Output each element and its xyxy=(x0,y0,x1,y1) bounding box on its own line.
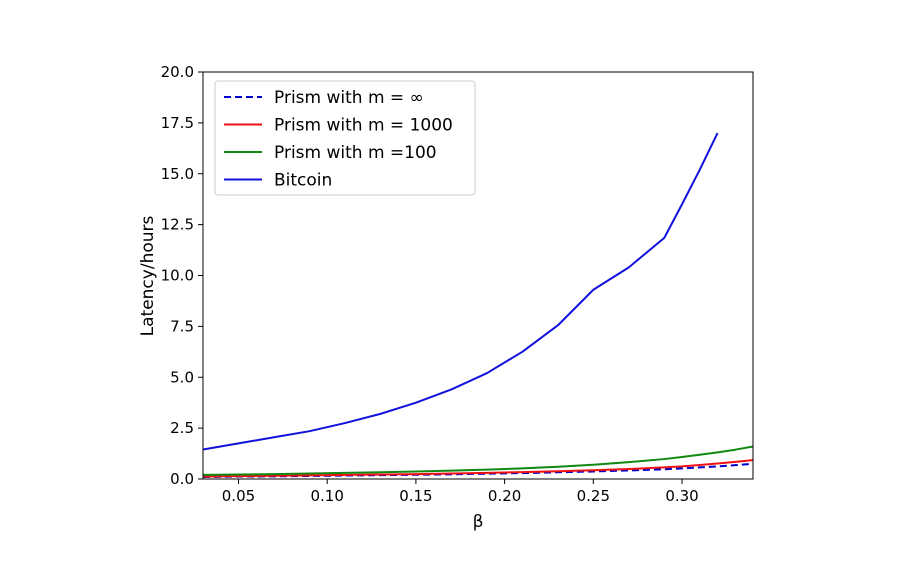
y-tick-label: 12.5 xyxy=(161,216,194,234)
y-tick-label: 5.0 xyxy=(170,368,194,386)
x-axis: 0.05 0.10 0.15 0.20 0.25 0.30 xyxy=(222,479,699,505)
legend-label: Prism with m =100 xyxy=(274,143,437,163)
x-tick-label: 0.25 xyxy=(577,487,610,505)
y-axis: 0.0 2.5 5.0 7.5 10.0 12.5 15.0 17.5 20.0 xyxy=(161,63,203,488)
legend-label: Bitcoin xyxy=(274,171,332,191)
y-tick-label: 20.0 xyxy=(161,63,194,81)
series-0-line xyxy=(203,462,753,478)
y-tick-label: 17.5 xyxy=(161,114,194,132)
legend: Prism with m = ∞ Prism with m = 1000 Prism… xyxy=(214,80,476,196)
series-3-line xyxy=(203,132,719,451)
x-tick-label: 0.10 xyxy=(310,487,343,505)
y-tick-label: 7.5 xyxy=(170,317,194,335)
y-tick-label: 10.0 xyxy=(161,267,194,285)
series-layer xyxy=(203,132,753,478)
x-tick-label: 0.30 xyxy=(665,487,698,505)
y-tick-label: 15.0 xyxy=(161,165,194,183)
series-2-line xyxy=(203,445,753,476)
x-tick-label: 0.15 xyxy=(399,487,432,505)
legend-box xyxy=(214,80,476,196)
legend-label: Prism with m = 1000 xyxy=(274,116,453,136)
x-axis-title: β xyxy=(473,512,484,532)
series-1-line xyxy=(203,459,753,478)
x-tick-label: 0.05 xyxy=(222,487,255,505)
y-tick-label: 2.5 xyxy=(170,419,194,437)
x-tick-label: 0.20 xyxy=(488,487,521,505)
legend-label: Prism with m = ∞ xyxy=(274,88,424,108)
y-axis-title: Latency/hours xyxy=(138,215,158,336)
y-tick-label: 0.0 xyxy=(170,470,194,488)
series-group xyxy=(203,132,753,478)
